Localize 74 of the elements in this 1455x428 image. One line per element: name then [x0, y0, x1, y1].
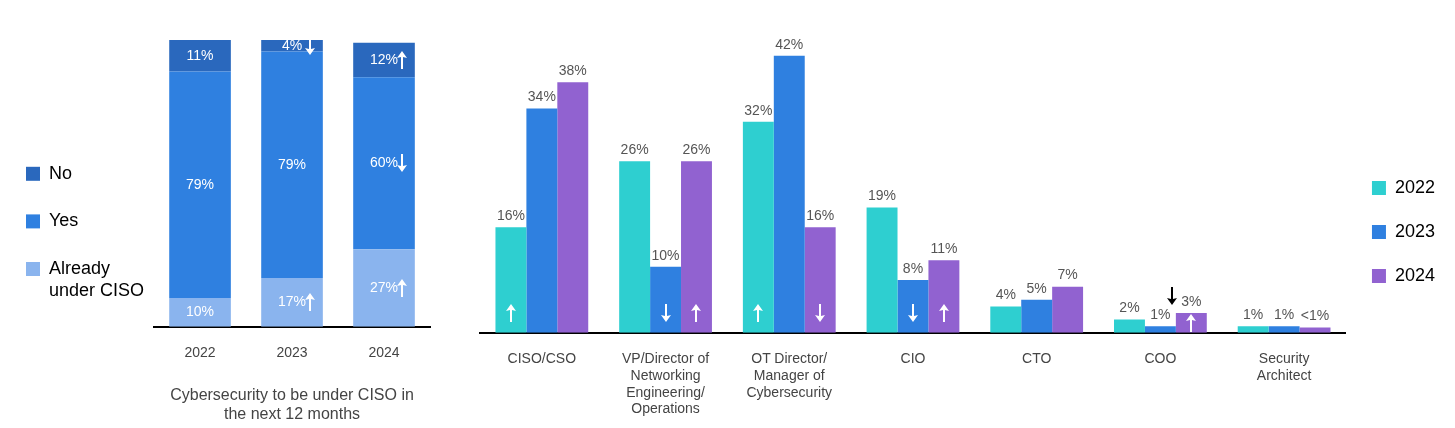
- bar: [619, 161, 651, 333]
- bar: [353, 77, 415, 250]
- data-label: 16%: [496, 207, 525, 224]
- data-label: 1%: [1150, 306, 1171, 323]
- legend-label: Yes: [49, 210, 79, 231]
- data-label: 34%: [527, 88, 556, 105]
- bar: [1114, 319, 1145, 333]
- bar: [1052, 286, 1084, 333]
- x-tick-label: CTO: [1022, 350, 1052, 367]
- bar: [261, 51, 323, 279]
- x-tick-label: 2022: [184, 344, 216, 361]
- data-label: 19%: [868, 187, 897, 204]
- data-label: 27%: [369, 278, 399, 295]
- data-label: 11%: [186, 46, 214, 63]
- data-label: 1%: [1243, 306, 1264, 323]
- x-tick-label: CIO: [900, 350, 926, 367]
- data-label: 4%: [995, 286, 1016, 303]
- data-label: 79%: [278, 155, 307, 172]
- x-tick-label: 2024: [368, 344, 400, 361]
- x-axis-title: Cybersecurity to be under CISO in the next 12 months: [170, 385, 414, 422]
- legend-label: No: [49, 162, 73, 183]
- data-label: 60%: [369, 154, 399, 171]
- data-label: 38%: [558, 62, 587, 79]
- data-label: 11%: [930, 240, 958, 257]
- bar: [495, 227, 527, 333]
- x-tick-label: 2023: [276, 344, 308, 361]
- x-tick-label: COO: [1144, 350, 1177, 367]
- bar: [1237, 326, 1269, 333]
- x-tick-label: Security Architect: [1256, 350, 1312, 383]
- data-label: 26%: [620, 141, 649, 158]
- bar: [650, 266, 682, 333]
- bar: [773, 55, 805, 333]
- bar: [526, 108, 558, 333]
- data-label: 17%: [278, 293, 307, 310]
- bar: [169, 71, 231, 299]
- x-tick-label: VP/Director of Networking Engineering/ Operations: [621, 350, 710, 417]
- bar: [928, 260, 960, 333]
- data-label: 10%: [651, 246, 680, 263]
- bar: [804, 227, 836, 333]
- data-label: 32%: [744, 101, 773, 118]
- bar: [742, 121, 774, 333]
- data-label: 1%: [1273, 306, 1295, 323]
- bar: [681, 161, 712, 333]
- data-label: 10%: [186, 303, 215, 320]
- bar: [897, 280, 929, 333]
- data-label: 2%: [1119, 299, 1140, 316]
- data-label: 16%: [806, 207, 835, 224]
- data-label: 7%: [1057, 266, 1078, 283]
- bar: [1144, 326, 1176, 333]
- bar: [990, 306, 1022, 333]
- bar: [353, 42, 415, 78]
- bar: [866, 207, 898, 333]
- bar: [1021, 299, 1053, 333]
- data-label: 42%: [775, 35, 804, 52]
- data-label: 12%: [369, 50, 399, 67]
- data-label: 3%: [1181, 292, 1202, 309]
- legend-label: Already under CISO: [49, 257, 145, 300]
- legend-label: 2022: [1394, 176, 1435, 197]
- data-label: 4%: [281, 36, 303, 53]
- x-tick-label: CISO/CSO: [507, 350, 577, 367]
- bar: [1175, 313, 1207, 333]
- data-label: <1%: [1300, 307, 1330, 324]
- legend-label: 2023: [1394, 220, 1435, 241]
- bar: [353, 249, 415, 327]
- bar: [261, 278, 323, 327]
- bar: [169, 40, 231, 72]
- data-label: 8%: [902, 259, 924, 276]
- data-label: 79%: [186, 175, 215, 192]
- bar: [557, 82, 589, 333]
- data-label: 26%: [682, 141, 711, 158]
- legend-label: 2024: [1394, 264, 1435, 285]
- x-tick-label: OT Director/ Manager of Cybersecurity: [746, 350, 833, 400]
- bar: [1268, 326, 1300, 333]
- data-label: 5%: [1026, 279, 1047, 296]
